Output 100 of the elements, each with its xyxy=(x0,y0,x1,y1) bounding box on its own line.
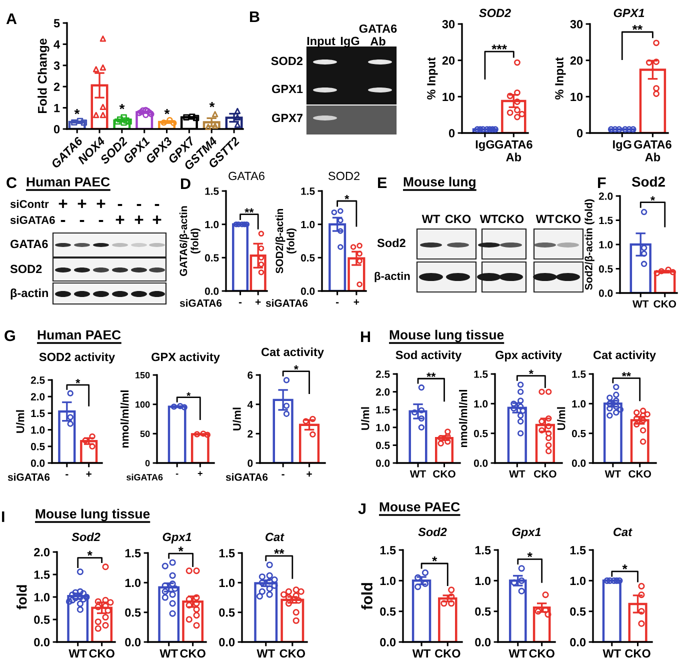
y-tick-label: 0.5 xyxy=(300,254,315,262)
y-axis-title: fold xyxy=(361,583,372,610)
annotation: * xyxy=(164,109,170,114)
text: - xyxy=(136,204,142,206)
y-tick-label: 1.5 xyxy=(380,546,396,554)
chart-title: Cat xyxy=(266,532,284,542)
y-tick-label: 0.0 xyxy=(125,638,141,646)
text: SOD2 xyxy=(10,264,42,274)
y-tick-label: 2.0 xyxy=(30,393,45,400)
chart-title: Cat xyxy=(614,528,632,536)
y-tick-label: 50 xyxy=(140,430,150,438)
annotation: * xyxy=(650,196,656,201)
x-tick-label: WT xyxy=(256,649,275,658)
y-tick-label: 1.5 xyxy=(599,216,613,224)
text: D xyxy=(181,178,190,189)
chart-title: Sod2 xyxy=(418,527,447,536)
y-axis-title: % Input xyxy=(427,57,438,100)
x-tick-label: IgG xyxy=(476,140,494,151)
y-tick-label: 1.0 xyxy=(474,400,488,408)
y-tick-label: 1.0 xyxy=(219,578,235,588)
x-tick-label: CKO xyxy=(628,470,651,478)
x-tick-label: WT xyxy=(602,649,621,658)
text: + xyxy=(116,216,124,224)
text: * xyxy=(294,365,298,370)
y-axis-title: Sod2/β-actin (fold) xyxy=(584,199,594,290)
text: I xyxy=(2,511,4,522)
y-axis-title: nmol/ml/ml xyxy=(459,390,468,448)
y-tick-label: 0.5 xyxy=(380,607,396,616)
y-tick-label: 1.5 xyxy=(474,370,488,378)
x-axis-title: siGATA6 xyxy=(8,473,50,481)
annotation: * xyxy=(87,550,92,556)
text: - xyxy=(118,204,122,206)
y-tick-label: 2.5 xyxy=(30,376,45,384)
text: SOD2 xyxy=(271,56,303,66)
y-tick-label: 1.0 xyxy=(34,593,50,602)
x-tick-label: - xyxy=(336,302,339,304)
y-tick-label: 4 xyxy=(54,40,60,48)
y-tick-label: 0.5 xyxy=(34,616,50,624)
text: C xyxy=(6,177,17,188)
annotation: ** xyxy=(244,208,254,213)
x-tick-label: - xyxy=(176,474,178,475)
y-tick-label: 1.5 xyxy=(475,546,491,554)
annotation: ** xyxy=(426,372,436,377)
text: + xyxy=(96,200,106,208)
y-tick-label: 0.0 xyxy=(598,290,613,297)
y-tick-label: 1.5 xyxy=(31,410,45,418)
y-axis-title: Fold Change xyxy=(38,38,50,114)
y-tick-label: 0 xyxy=(576,129,583,138)
text: * xyxy=(178,546,184,552)
y-tick-label: 0.5 xyxy=(570,607,586,616)
x-axis-title: siGATA6 xyxy=(180,299,222,307)
text: siGATA6 xyxy=(10,216,55,224)
x-axis-title: siGATA6 xyxy=(266,299,308,307)
chart-title: SOD2 activity xyxy=(39,352,115,364)
annotation: * xyxy=(622,564,628,570)
annotation: * xyxy=(344,194,350,200)
x-tick-label: CKO xyxy=(529,649,554,658)
x-tick-label: GATA6 Ab xyxy=(495,140,532,162)
y-tick-label: 0.5 xyxy=(219,608,235,617)
text: + xyxy=(152,216,162,224)
text: WT xyxy=(422,214,440,224)
x-tick-label: CKO xyxy=(654,300,676,308)
text: G xyxy=(4,330,15,342)
x-tick-label: + xyxy=(198,471,202,476)
text: Human PAEC xyxy=(38,330,121,340)
y-tick-label: 100 xyxy=(136,401,150,408)
y-axis-title: U/ml xyxy=(557,407,566,430)
y-tick-label: 0.5 xyxy=(474,430,488,438)
y-tick-label: 1.5 xyxy=(301,188,315,195)
x-tick-label: WT xyxy=(410,470,426,478)
y-axis-title: U/ml xyxy=(16,410,24,433)
x-tick-label: GATA6 Ab xyxy=(634,140,672,162)
chart-title: GPX activity xyxy=(152,352,220,364)
y-tick-label: 20 xyxy=(570,56,583,65)
x-tick-label: IgG xyxy=(613,140,632,151)
y-tick-label: 3 xyxy=(54,61,60,70)
x-tick-label: CKO xyxy=(625,649,650,658)
y-tick-label: 5 xyxy=(54,19,60,28)
annotation: ** xyxy=(274,548,284,554)
annotation: ** xyxy=(632,25,643,30)
text: Mouse PAEC xyxy=(380,502,460,512)
x-tick-label: CKO xyxy=(534,470,556,478)
y-tick-label: 2 xyxy=(54,82,60,91)
y-tick-label: 1.0 xyxy=(31,426,45,434)
y-tick-label: 1 xyxy=(54,104,60,112)
y-tick-label: 1.5 xyxy=(376,406,390,414)
text: GATA6 xyxy=(10,240,48,248)
annotation: * xyxy=(432,556,438,562)
x-axis-title: siGATA6 xyxy=(226,473,268,481)
text: + xyxy=(134,216,144,224)
y-tick-label: 30 xyxy=(570,20,583,28)
y-axis-title: nmol/ml/ml xyxy=(120,390,129,448)
chart-title: Gpx1 xyxy=(162,532,192,544)
x-tick-label: WT xyxy=(508,649,527,658)
y-tick-label: 150 xyxy=(136,372,150,378)
text: J xyxy=(358,503,366,514)
y-tick-label: 0.0 xyxy=(376,460,390,467)
chart-title: Cat activity xyxy=(261,347,324,359)
y-tick-label: 1.0 xyxy=(599,241,613,248)
y-tick-label: 1.5 xyxy=(34,570,50,579)
